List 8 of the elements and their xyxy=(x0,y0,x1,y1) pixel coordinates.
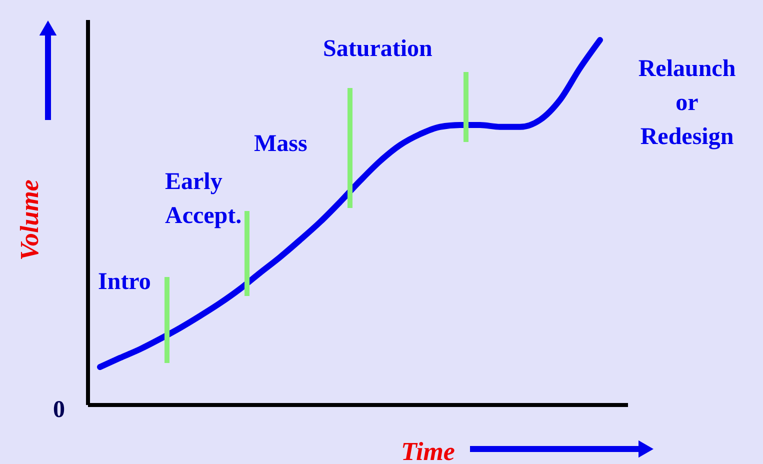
x-axis-title: Time xyxy=(401,437,455,464)
annotation: Early Accept. xyxy=(165,169,242,229)
y-axis-title: Volume xyxy=(15,180,44,260)
text: 0 xyxy=(53,397,65,423)
annotation: Saturation xyxy=(323,36,432,62)
annotation: Intro xyxy=(98,269,151,295)
annotation: Mass xyxy=(254,131,308,157)
text: Relaunch or Redesign xyxy=(638,56,736,150)
